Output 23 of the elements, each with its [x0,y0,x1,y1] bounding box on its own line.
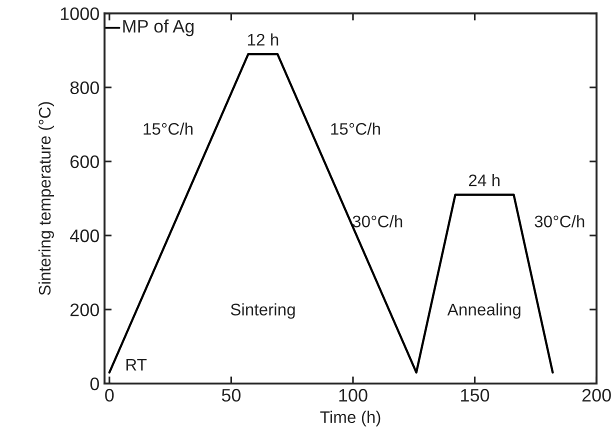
annotation: 15°C/h [331,122,380,135]
annotation: 12 h [248,33,278,46]
ref-line-label: MP of Ag [123,19,194,36]
x-tick-label: 150 [461,388,490,402]
annotation: RT [126,359,147,370]
annotation: 30°C/h [534,215,584,228]
x-tick-label: 50 [222,388,241,402]
x-tick-label: 0 [105,388,114,402]
y-tick-label: 600 [70,155,99,168]
x-tick-label: 200 [582,388,611,402]
x-tick-label: 100 [339,388,368,402]
x-axis-title: Time (h) [320,410,380,426]
annotation: 24 h [468,174,500,186]
annotation: 15°C/h [144,122,193,135]
y-tick-label: 1000 [60,7,99,20]
y-tick-label: 800 [70,81,99,94]
y-axis-title: Sintering temperature (°C) [38,102,54,296]
annotation: Annealing [447,303,520,319]
annotation: Sintering [230,303,295,319]
annotation: 30°C/h [352,215,402,228]
y-tick-label: 0 [90,377,99,390]
y-tick-label: 200 [70,303,99,316]
y-tick-label: 400 [70,229,99,242]
